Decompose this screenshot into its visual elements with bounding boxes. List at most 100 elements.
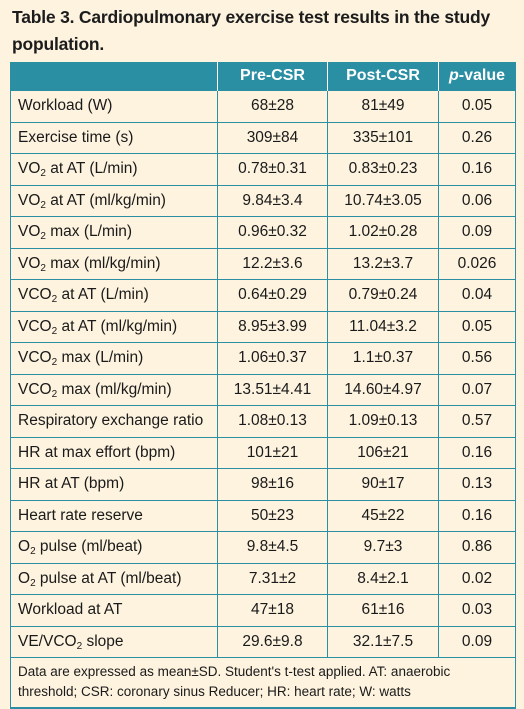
p-value: 0.07 [438,373,516,406]
header-pre-csr: Pre-CSR [217,62,328,91]
p-value: 0.03 [438,594,516,627]
p-value: 0.02 [438,562,516,595]
table-row: Respiratory exchange ratio 1.08±0.13 1.09±… [10,405,516,438]
pre-csr-value: 9.84±3.4 [217,184,328,217]
row-label-text: VO [18,223,41,241]
table-row: VCO2 max (ml/kg/min) 13.51±4.41 14.60±4.97… [10,373,516,406]
row-label-subscript: 2 [40,199,46,211]
header-p-italic: p [448,67,459,84]
p-value: 0.09 [438,216,516,249]
post-csr-value: 1.02±0.28 [327,216,439,249]
post-csr-value: 8.4±2.1 [327,562,439,595]
pre-csr-value: 0.78±0.31 [217,153,328,186]
table-row: VO2 at AT (ml/kg/min) 9.84±3.4 10.74±3.05 0… [10,184,516,217]
pre-csr-value: 9.8±4.5 [217,531,328,564]
pre-csr-value: 47±18 [217,594,328,627]
table-row: Workload (W) 68±28 81±49 0.05 [10,90,516,123]
footnote-row: Data are expressed as mean±SD. Student's… [10,657,516,709]
post-csr-value: 0.79±0.24 [327,279,439,312]
post-csr-value: 90±17 [327,468,439,501]
post-csr-value: 61±16 [327,594,439,627]
row-label-text: VCO [18,380,52,398]
p-value: 0.09 [438,625,516,658]
table-row: O2 pulse (ml/beat) 9.8±4.5 9.7±3 0.86 [10,531,516,564]
table-row: VO2 max (L/min) 0.96±0.32 1.02±0.28 0.09 [10,216,516,249]
row-label-suffix: pulse (ml/beat) [35,538,143,556]
table-row: VO2 max (ml/kg/min) 12.2±3.6 13.2±3.7 0.026 [10,247,516,280]
post-csr-value: 9.7±3 [327,531,439,564]
pre-csr-value: 309±84 [217,121,328,154]
row-label: Heart rate reserve [10,499,218,532]
post-csr-value: 1.09±0.13 [327,405,439,438]
pre-csr-value: 12.2±3.6 [217,247,328,280]
row-label-text: VCO [18,317,52,335]
table-row: VO2 at AT (L/min) 0.78±0.31 0.83±0.23 0.16 [10,153,516,186]
p-value: 0.26 [438,121,516,154]
footnote-line-2: threshold; CSR: coronary sinus Reducer; … [18,684,411,699]
p-value: 0.16 [438,499,516,532]
pre-csr-value: 8.95±3.99 [217,310,328,343]
post-csr-value: 11.04±3.2 [327,310,439,343]
table-caption: Table 3. Cardiopulmonary exercise test r… [12,4,512,58]
caption-line-1: Table 3. Cardiopulmonary exercise test r… [12,7,491,27]
results-table: Pre-CSR Post-CSR p-value Workload (W) 68±… [10,62,516,709]
row-label-suffix: at AT (ml/kg/min) [45,191,166,209]
p-value: 0.57 [438,405,516,438]
row-label-text: VO [18,254,41,272]
post-csr-value: 335±101 [327,121,439,154]
p-value: 0.86 [438,531,516,564]
table-row: VCO2 at AT (L/min) 0.64±0.29 0.79±0.24 0.04 [10,279,516,312]
pre-csr-value: 101±21 [217,436,328,469]
row-label-subscript: 2 [30,577,36,589]
row-label-suffix: slope [82,632,124,650]
row-label-suffix: max (L/min) [45,223,133,241]
table-row: VCO2 at AT (ml/kg/min) 8.95±3.99 11.04±3.2… [10,310,516,343]
header-variable [10,62,218,91]
p-value: 0.16 [438,436,516,469]
row-label-text: Heart rate reserve [18,506,143,524]
post-csr-value: 45±22 [327,499,439,532]
header-p-value: p-value [438,62,516,91]
row-label-subscript: 2 [51,388,58,400]
row-label-suffix: max (L/min) [57,349,144,367]
row-label: O2 pulse (ml/beat) [10,531,218,564]
post-csr-value: 32.1±7.5 [327,625,439,658]
row-label: VO2 at AT (L/min) [10,153,218,186]
row-label-suffix: at AT (L/min) [45,160,138,178]
row-label-text: O [18,569,31,587]
row-label-text: Workload at AT [18,601,123,619]
row-label-suffix: at AT (ml/kg/min) [57,317,178,335]
row-label-suffix: max (ml/kg/min) [57,380,172,398]
pre-csr-value: 1.08±0.13 [217,405,328,438]
row-label-subscript: 2 [40,262,46,274]
table-body: Workload (W) 68±28 81±49 0.05 Exercise time … [10,90,516,658]
post-csr-value: 13.2±3.7 [327,247,439,280]
post-csr-value: 106±21 [327,436,439,469]
row-label: HR at max effort (bpm) [10,436,218,469]
row-label: VO2 at AT (ml/kg/min) [10,184,218,217]
p-value: 0.05 [438,90,516,123]
row-label: HR at AT (bpm) [10,468,218,501]
pre-csr-value: 68±28 [217,90,328,123]
table-row: HR at AT (bpm) 98±16 90±17 0.13 [10,468,516,501]
row-label-text: O [18,538,31,556]
p-value: 0.04 [438,279,516,312]
row-label: VE/VCO2 slope [10,625,218,658]
row-label-text: VO [18,160,41,178]
row-label-suffix: at AT (L/min) [57,286,149,304]
row-label-text: HR at AT (bpm) [18,475,125,493]
table-row: VE/VCO2 slope 29.6±9.8 32.1±7.5 0.09 [10,625,516,658]
pre-csr-value: 0.96±0.32 [217,216,328,249]
pre-csr-value: 98±16 [217,468,328,501]
row-label: O2 pulse at AT (ml/beat) [10,562,218,595]
table-page: Table 3. Cardiopulmonary exercise test r… [10,4,516,709]
pre-csr-value: 29.6±9.8 [217,625,328,658]
pre-csr-value: 7.31±2 [217,562,328,595]
row-label-text: VE/VCO [18,632,77,650]
row-label-suffix: max (ml/kg/min) [45,254,161,272]
row-label-text: Respiratory exchange ratio [18,412,204,430]
row-label-text: VCO [18,286,52,304]
pre-csr-value: 13.51±4.41 [217,373,328,406]
row-label-subscript: 2 [40,168,46,180]
row-label-text: VCO [18,349,52,367]
